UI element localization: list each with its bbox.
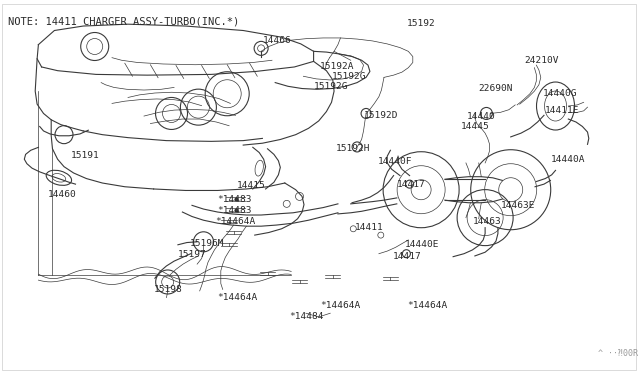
Text: *14464A: *14464A <box>218 293 258 302</box>
Text: 14440F: 14440F <box>378 157 412 166</box>
Text: 15198: 15198 <box>154 285 182 294</box>
Text: NOTE: 14411 CHARGER ASSY-TURBO(INC.*): NOTE: 14411 CHARGER ASSY-TURBO(INC.*) <box>8 17 239 27</box>
Text: 14460: 14460 <box>48 190 77 199</box>
Text: 15192G: 15192G <box>332 72 366 81</box>
Text: 22690N: 22690N <box>479 84 513 93</box>
Text: 15192: 15192 <box>406 19 435 28</box>
Text: 15192D: 15192D <box>364 111 398 120</box>
Text: 24210V: 24210V <box>525 56 559 65</box>
Text: ^ ··⁈00R: ^ ··⁈00R <box>598 349 638 358</box>
Text: 15196M: 15196M <box>189 239 224 248</box>
Text: 14466: 14466 <box>262 36 291 45</box>
Text: *14464A: *14464A <box>320 301 360 310</box>
Text: 14445: 14445 <box>461 122 490 131</box>
Text: *14483: *14483 <box>218 195 252 204</box>
Text: *14483: *14483 <box>218 206 252 215</box>
Text: 14440: 14440 <box>467 112 496 121</box>
Text: 14440G: 14440G <box>543 89 577 98</box>
Text: 14440A: 14440A <box>550 155 585 164</box>
Text: *14464A: *14464A <box>215 217 255 226</box>
Text: 14415: 14415 <box>237 182 266 190</box>
Text: 14463: 14463 <box>472 217 501 226</box>
Text: 14411: 14411 <box>355 223 384 232</box>
Text: 15197: 15197 <box>178 250 207 259</box>
Text: *14464A: *14464A <box>407 301 447 310</box>
Text: 15192H: 15192H <box>336 144 371 153</box>
Text: 15191: 15191 <box>70 151 99 160</box>
Text: 15192A: 15192A <box>320 62 355 71</box>
Text: 14440E: 14440E <box>404 240 439 249</box>
Text: 14463E: 14463E <box>500 201 535 210</box>
Text: 14411E: 14411E <box>545 106 580 115</box>
Text: 14417: 14417 <box>397 180 426 189</box>
Text: 14417: 14417 <box>393 252 422 261</box>
Text: *14484: *14484 <box>289 312 324 321</box>
Text: 15192G: 15192G <box>314 82 348 91</box>
